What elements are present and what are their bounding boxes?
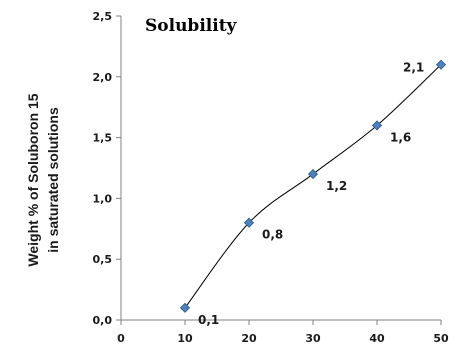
data-label: 1,6 xyxy=(390,130,411,144)
x-tick-label: 0 xyxy=(117,332,125,345)
y-axis-label-line-2: in saturated solutions xyxy=(45,107,61,253)
x-tick-label: 10 xyxy=(177,332,193,345)
x-tick-label: 40 xyxy=(369,332,385,345)
data-point xyxy=(371,120,383,131)
chart-title: Solubility xyxy=(145,16,238,36)
data-label: 2,1 xyxy=(403,61,424,75)
y-tick-label: 2,0 xyxy=(93,71,113,84)
x-tick-label: 50 xyxy=(433,332,449,345)
y-tick-label: 1,5 xyxy=(93,132,113,145)
x-tick-label: 20 xyxy=(241,332,257,345)
data-point xyxy=(243,217,255,228)
y-axis-label: Weight % of Soluboron 15 in saturated so… xyxy=(25,93,61,266)
data-points: 0,1 0,8 1,2 1,6 2,1 xyxy=(179,59,447,327)
data-point xyxy=(179,302,191,313)
data-point xyxy=(435,59,447,70)
x-tick-label: 30 xyxy=(305,332,321,345)
y-tick-label: 0,5 xyxy=(93,253,113,266)
y-tick-label: 0,0 xyxy=(93,314,113,327)
data-label: 0,1 xyxy=(198,313,219,327)
y-axis-label-line-1: Weight % of Soluboron 15 xyxy=(25,93,41,266)
data-label: 1,2 xyxy=(326,179,347,193)
data-point xyxy=(307,169,319,180)
axes: 0,0 0,5 1,0 1,5 2,0 2,5 0 10 20 30 40 50 xyxy=(93,10,449,345)
data-label: 0,8 xyxy=(262,228,283,242)
y-tick-label: 2,5 xyxy=(93,10,113,23)
trend-line xyxy=(184,64,442,309)
y-tick-label: 1,0 xyxy=(93,192,113,205)
